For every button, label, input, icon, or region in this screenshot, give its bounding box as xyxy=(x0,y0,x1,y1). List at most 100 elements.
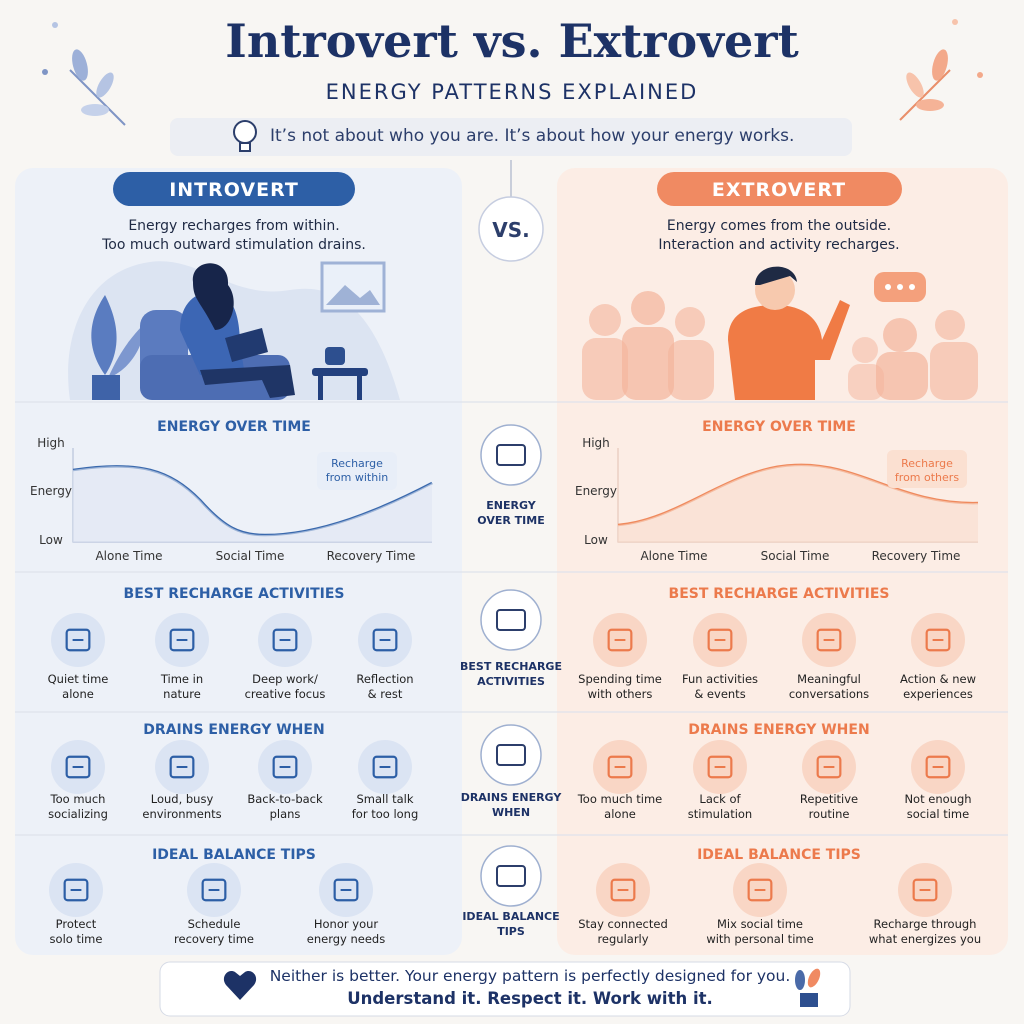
icon-glyph xyxy=(65,755,91,779)
section-title: BEST RECHARGE ACTIVITIES xyxy=(123,586,345,602)
middle-label: DRAINS ENERGY xyxy=(460,791,562,804)
drain-label: alone xyxy=(604,807,636,821)
tip-label: what energizes you xyxy=(868,932,982,946)
tip-label: Schedule xyxy=(187,917,241,931)
icon-glyph xyxy=(372,755,398,779)
x-axis-label: Alone Time xyxy=(95,549,163,563)
icon-glyph xyxy=(610,878,636,902)
footer-line: Neither is better. Your energy pattern i… xyxy=(269,967,791,985)
section-title: DRAINS ENERGY WHEN xyxy=(688,722,870,738)
activity-label: nature xyxy=(163,687,201,701)
icon-glyph xyxy=(925,755,951,779)
title: Introvert vs. Extrovert xyxy=(225,14,799,68)
section-title: IDEAL BALANCE TIPS xyxy=(152,847,316,863)
y-axis-label: Energy xyxy=(29,484,72,498)
footer-box xyxy=(159,961,851,1017)
middle-label: WHEN xyxy=(491,806,531,819)
description: Energy recharges from within. xyxy=(128,218,340,234)
plant-icon xyxy=(795,968,821,1007)
drain-label: Too much time xyxy=(577,792,663,806)
description: Too much outward stimulation drains. xyxy=(102,237,366,253)
y-axis-label: Low xyxy=(584,533,608,547)
section-title: BEST RECHARGE ACTIVITIES xyxy=(668,586,890,602)
tip-label: Stay connected xyxy=(578,917,668,931)
icon-glyph xyxy=(63,878,89,902)
y-axis-label: Low xyxy=(39,533,63,547)
middle-icon-glyph xyxy=(496,865,526,887)
icon-glyph xyxy=(607,755,633,779)
icon-glyph xyxy=(816,755,842,779)
activity-label: Spending time xyxy=(578,672,662,686)
icon-glyph xyxy=(169,628,195,652)
icon-glyph xyxy=(65,628,91,652)
tagline: It’s not about who you are. It’s about h… xyxy=(270,126,795,146)
activity-label: Meaningful xyxy=(797,672,861,686)
y-axis-label: Energy xyxy=(574,484,617,498)
introvert-illustration xyxy=(68,261,401,400)
icon-glyph xyxy=(607,628,633,652)
description: Interaction and activity recharges. xyxy=(658,237,900,253)
annotation: from others xyxy=(894,471,960,484)
tip-label: Mix social time xyxy=(716,917,803,931)
middle-icon-glyph xyxy=(496,444,526,466)
tip-label: recovery time xyxy=(174,932,254,946)
tip-label: regularly xyxy=(597,932,649,946)
energy-charts xyxy=(72,448,979,543)
middle-icon-circle xyxy=(480,724,542,786)
activity-label: & rest xyxy=(367,687,403,701)
icon-glyph xyxy=(912,878,938,902)
icon-glyph xyxy=(333,878,359,902)
icon-glyph xyxy=(925,628,951,652)
y-axis-label: High xyxy=(582,436,610,450)
activity-label: Deep work/ xyxy=(252,672,318,686)
drain-label: Back-to-back xyxy=(247,792,323,806)
tagline-box xyxy=(170,118,852,156)
middle-icon-circle xyxy=(480,845,542,907)
tip-label: with personal time xyxy=(706,932,814,946)
introvert-pill xyxy=(113,172,355,206)
middle-icon-glyph xyxy=(496,744,526,766)
x-axis-label: Social Time xyxy=(760,549,830,563)
section-title: IDEAL BALANCE TIPS xyxy=(697,847,861,863)
section-title: ENERGY OVER TIME xyxy=(702,419,856,435)
activity-label: Quiet time xyxy=(47,672,109,686)
activity-label: creative focus xyxy=(244,687,326,701)
drain-label: stimulation xyxy=(687,807,753,821)
extrovert-pill xyxy=(657,172,902,206)
icon-glyph xyxy=(707,628,733,652)
drain-label: Small talk xyxy=(356,792,414,806)
annotation: Recharge xyxy=(331,457,383,470)
x-axis-label: Social Time xyxy=(215,549,285,563)
drain-label: routine xyxy=(808,807,850,821)
middle-label: ENERGY xyxy=(486,499,536,512)
icon-glyph xyxy=(272,628,298,652)
icon-glyph xyxy=(707,755,733,779)
subtitle: ENERGY PATTERNS EXPLAINED xyxy=(325,80,699,104)
activity-label: Action & new xyxy=(899,672,977,686)
vs-circle xyxy=(478,196,544,262)
tip-label: solo time xyxy=(49,932,103,946)
dividers xyxy=(15,401,1008,836)
annotation: Recharge xyxy=(901,457,953,470)
tip-label: Recharge through xyxy=(873,917,977,931)
extrovert-illustration xyxy=(582,266,978,400)
icon-glyph xyxy=(747,878,773,902)
description: Energy comes from the outside. xyxy=(666,218,892,234)
x-axis-label: Alone Time xyxy=(640,549,708,563)
drain-label: environments xyxy=(142,807,222,821)
y-axis-label: High xyxy=(37,436,65,450)
activity-label: conversations xyxy=(788,687,870,701)
middle-icon-glyph xyxy=(496,609,526,631)
icon-glyph xyxy=(169,755,195,779)
drain-label: Repetitive xyxy=(799,792,859,806)
middle-label: OVER TIME xyxy=(477,514,545,527)
activity-label: & events xyxy=(694,687,746,701)
vs-label: VS. xyxy=(492,218,530,242)
activity-label: Fun activities xyxy=(681,672,759,686)
x-axis-label: Recovery Time xyxy=(871,549,961,563)
section-title: ENERGY OVER TIME xyxy=(157,419,311,435)
activity-label: experiences xyxy=(903,687,973,701)
drain-label: social time xyxy=(906,807,970,821)
